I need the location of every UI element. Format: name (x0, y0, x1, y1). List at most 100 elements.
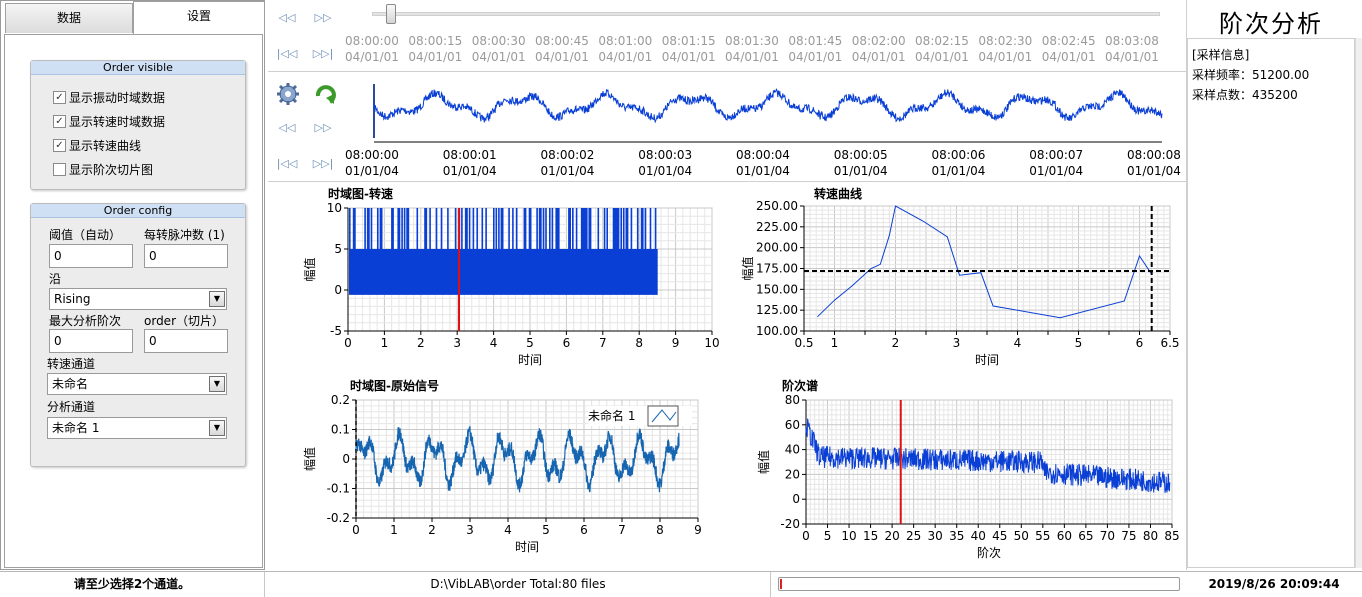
x-tick-label: 6 (1136, 336, 1144, 350)
file-path: D:\VibLAB\order Total:80 files (266, 572, 771, 597)
x-tick-label: 0 (344, 336, 352, 350)
x-tick-label: 5 (824, 529, 832, 543)
tab-settings[interactable]: 设置 (133, 1, 265, 34)
checkbox-label: 显示转速曲线 (69, 138, 142, 153)
chart-speed-curve-svg[interactable]: 0.5 1 2 3 4 5 6 6.5 100.00 125.00 150.00 175.00 200.… (740, 186, 1180, 378)
skip-start-icon[interactable]: |◁◁ (276, 157, 298, 170)
checkbox-box[interactable]: ✓ (53, 90, 66, 104)
x-tick-label: 9 (672, 336, 680, 350)
x-axis-label: 阶次 (977, 546, 1001, 560)
x-tick-label: 0 (352, 523, 360, 537)
y-axis-label: 幅值 (756, 450, 771, 474)
checkbox-show-speed-curve[interactable]: ✓ 显示转速曲线 (53, 136, 141, 154)
x-tick-label: 3 (466, 523, 474, 537)
pulses-input[interactable]: 0 (144, 244, 228, 268)
threshold-label: 阈值（自动） (49, 228, 122, 242)
time-navigator-overview: ◁◁ ▷▷ |◁◁ ▷▷| 08:00:00 04/01/01 08:00:15 04… (268, 0, 1186, 72)
checkbox-show-order-slice[interactable]: 显示阶次切片图 (53, 160, 153, 178)
edge-select[interactable]: Rising ▼ (49, 288, 227, 310)
step-forward-icon[interactable]: ▷▷ (314, 121, 332, 134)
y-tick-label: 40 (785, 443, 800, 457)
x-tick-label: 15 (863, 529, 878, 543)
step-back-icon[interactable]: ◁◁ (278, 121, 296, 134)
x-tick-label: 55 (1035, 529, 1050, 543)
threshold-input[interactable]: 0 (49, 244, 133, 268)
speed-channel-label: 转速通道 (47, 357, 96, 371)
refresh-icon[interactable] (314, 82, 338, 106)
chevron-down-icon[interactable]: ▼ (209, 420, 225, 436)
tick-label: 08:00:03 01/01/04 (638, 148, 693, 178)
x-tick-label: 50 (1014, 529, 1029, 543)
x-tick-label: 0 (802, 529, 810, 543)
chart-order-spectrum-svg[interactable]: 0 5 10 15 20 25 30 35 40 45 50 55 60 65 70 75 80 85-20020… (740, 378, 1180, 570)
x-tick-label: 5 (1075, 336, 1083, 350)
chevron-down-icon[interactable]: ▼ (209, 291, 225, 307)
step-forward-icon[interactable]: ▷▷ (314, 11, 332, 24)
tick-label: 08:00:15 04/01/01 (408, 34, 463, 64)
speed-channel-select[interactable]: 未命名 ▼ (47, 373, 227, 395)
max-order-input[interactable]: 0 (49, 329, 133, 353)
order-slice-input[interactable]: 0 (144, 329, 228, 353)
analysis-channel-value: 未命名 1 (52, 421, 100, 435)
x-tick-label: 4 (490, 336, 498, 350)
x-tick-label: 40 (971, 529, 986, 543)
time-slider-thumb[interactable] (386, 4, 396, 24)
tick-label: 08:02:00 04/01/01 (851, 34, 906, 64)
chart-speed-time[interactable]: 0 1 2 3 4 5 6 7 8 9 10 -5 0 5 10 时域图-转速 时间 幅值 (298, 186, 738, 378)
x-tick-label: 2 (428, 523, 436, 537)
legend-swatch (647, 405, 679, 427)
x-tick-label: 25 (906, 529, 921, 543)
page-title: 阶次分析 (1219, 10, 1323, 38)
tick-label: 08:00:00 01/01/04 (345, 148, 399, 178)
speed-curve-series (817, 205, 1153, 319)
tick-label: 08:00:05 01/01/04 (833, 148, 888, 178)
step-back-icon[interactable]: ◁◁ (278, 11, 296, 24)
time-slider-track[interactable] (372, 12, 1160, 16)
analysis-channel-select[interactable]: 未命名 1 ▼ (47, 417, 227, 439)
order-config-group: Order config 阈值（自动） 每转脉冲数 (1) 0 0 沿 Risi… (30, 203, 246, 467)
y-tick-label: 80 (785, 393, 800, 407)
y-tick-label: -0.2 (327, 511, 350, 525)
x-tick-label: 10 (704, 336, 719, 350)
checkbox-show-vibration[interactable]: ✓ 显示振动时域数据 (53, 88, 165, 106)
chevron-down-icon[interactable]: ▼ (209, 376, 225, 392)
navigator-waveform[interactable] (268, 74, 1186, 182)
tick-label: 08:02:30 04/01/01 (978, 34, 1033, 64)
edge-label: 沿 (49, 272, 62, 286)
x-tick-label: 2 (892, 336, 900, 350)
gear-icon[interactable] (276, 82, 300, 106)
x-tick-label: 6 (580, 523, 588, 537)
x-axis-label: 时间 (515, 540, 539, 554)
x-tick-label: 80 (1143, 529, 1158, 543)
progress-fill (780, 579, 782, 589)
x-tick-label: 5 (542, 523, 550, 537)
max-order-label: 最大分析阶次 (49, 314, 122, 328)
x-tick-label: 35 (949, 529, 964, 543)
chart-speed-curve[interactable]: 0.5 1 2 3 4 5 6 6.5 100.00 125.00 150.00 175.00 200.… (740, 186, 1180, 378)
tick-label: 08:01:15 04/01/01 (661, 34, 716, 64)
y-tick-label: -0.1 (327, 482, 350, 496)
y-tick-label: 175.00 (756, 262, 798, 276)
checkbox-show-speed-time[interactable]: ✓ 显示转速时域数据 (53, 112, 165, 130)
chart-title: 时域图-转速 (328, 186, 393, 201)
pulse-series (349, 208, 658, 295)
x-axis-label: 时间 (518, 353, 542, 367)
checkbox-box[interactable]: ✓ (53, 114, 66, 128)
skip-start-icon[interactable]: |◁◁ (276, 47, 298, 60)
progress-bar (778, 577, 1180, 591)
checkbox-box[interactable]: ✓ (53, 138, 66, 152)
y-tick-label: 60 (785, 418, 800, 432)
x-tick-label: 6 (563, 336, 571, 350)
skip-end-icon[interactable]: ▷▷| (312, 157, 334, 170)
checkbox-box[interactable] (53, 162, 66, 176)
tab-data[interactable]: 数据 (5, 3, 133, 33)
chart-order-spectrum[interactable]: 0 5 10 15 20 25 30 35 40 45 50 55 60 65 70 75 80 85 -20 0 20… (740, 378, 1180, 570)
tick-label: 08:02:45 04/01/01 (1041, 34, 1096, 64)
chart-raw-signal[interactable]: 0 1 2 3 4 5 6 7 8 9 -0.2 -0.1 0 0.1 0.2 时域图-原始信号 时间 幅值 未命名… (298, 378, 738, 570)
order-slice-label: order（切片） (144, 314, 224, 328)
info-scrollbar[interactable] (1355, 38, 1362, 568)
skip-end-icon[interactable]: ▷▷| (312, 47, 334, 60)
checkbox-label: 显示振动时域数据 (69, 90, 166, 105)
